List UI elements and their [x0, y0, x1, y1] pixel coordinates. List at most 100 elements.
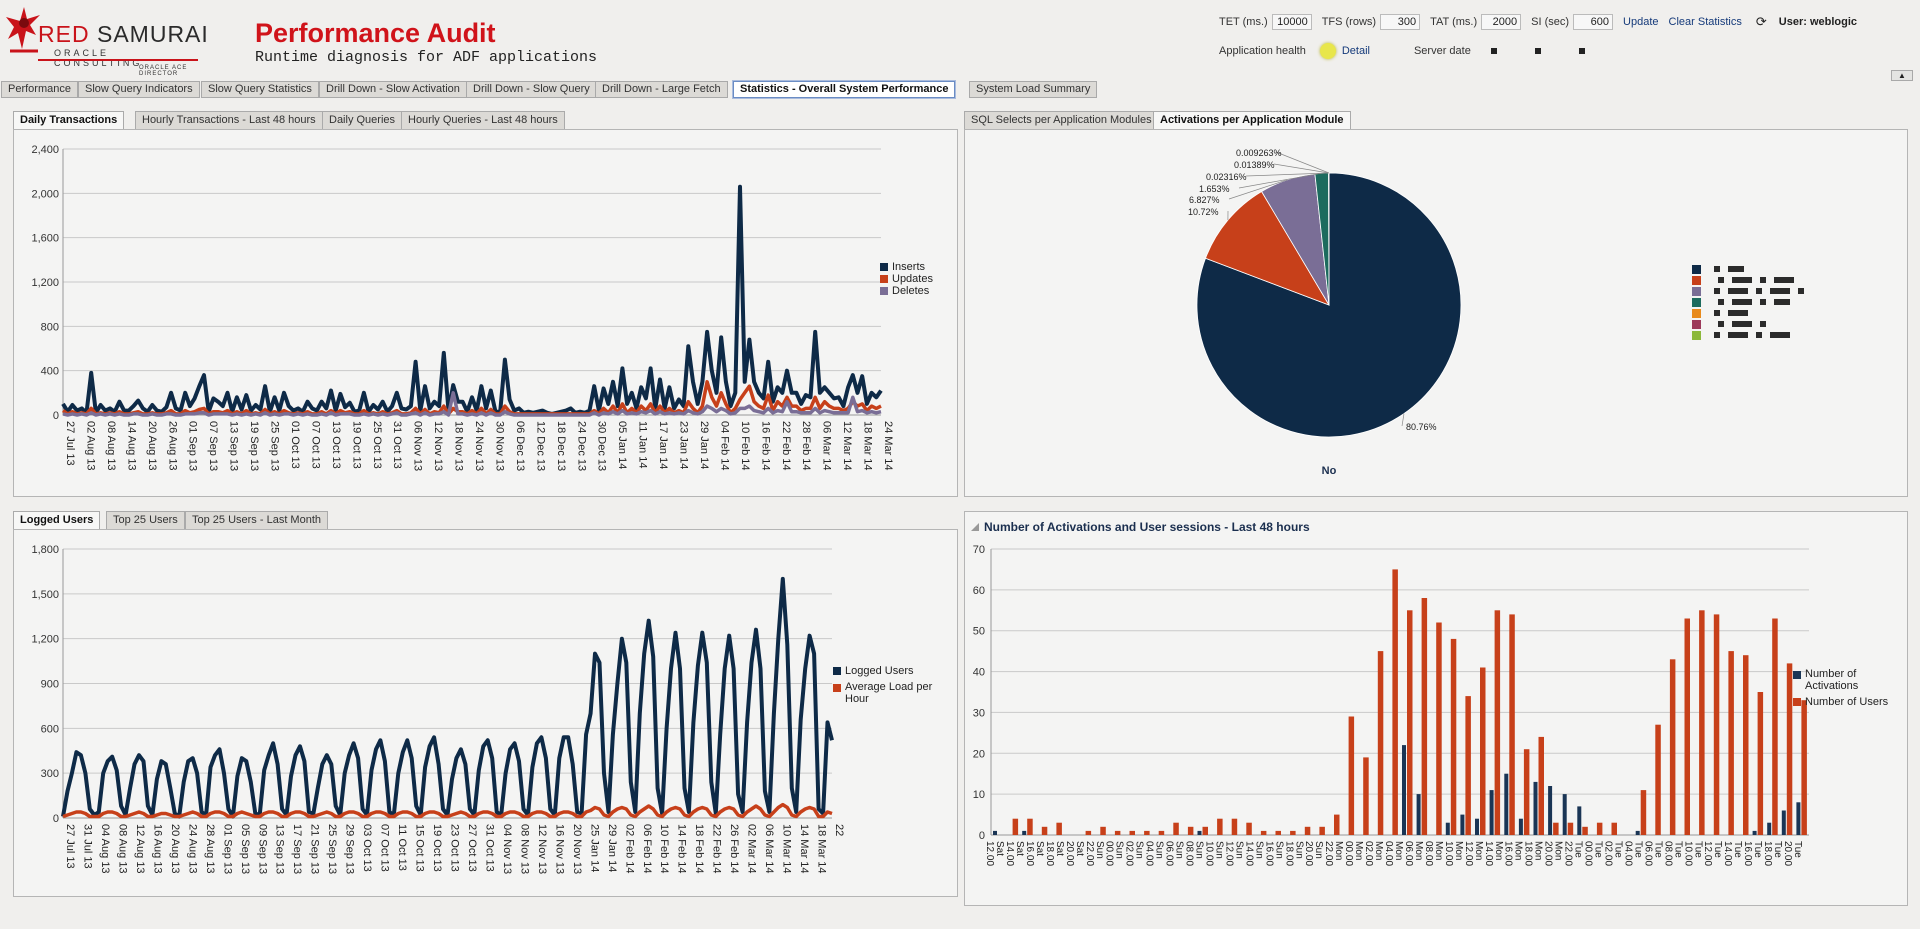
bar-activations	[1518, 818, 1523, 835]
bar-users	[1772, 618, 1778, 835]
detail-link[interactable]: Detail	[1341, 45, 1370, 57]
bar-activations	[1635, 830, 1640, 835]
pie-legend-text-redacted	[1756, 288, 1762, 294]
x-tick-label: 02.00	[1363, 841, 1374, 866]
pie-legend-text-redacted	[1714, 288, 1720, 294]
x-tick-label: 12 Aug 13	[134, 824, 146, 874]
bar-users	[1377, 651, 1384, 835]
tab-hourly-queries[interactable]: Hourly Queries - Last 48 hours	[401, 111, 565, 129]
bar-users	[1012, 818, 1019, 835]
x-tick-label: Sun	[1154, 841, 1165, 859]
pie-legend-swatch	[1692, 265, 1701, 274]
y-tick-label: 50	[973, 626, 985, 638]
x-tick-label: Mon	[1413, 841, 1424, 860]
x-tick-label: Sun	[1114, 841, 1125, 859]
tab-drill-down-large-fetch[interactable]: Drill Down - Large Fetch	[595, 81, 728, 98]
x-tick-label: 12.00	[1223, 841, 1234, 866]
bar-users	[1684, 618, 1690, 835]
x-tick-label: 02 Feb 14	[623, 824, 635, 874]
bar-users	[1655, 724, 1661, 835]
x-tick-label: 22 Feb 14	[780, 421, 792, 471]
collapse-header-button[interactable]: ▲	[1891, 70, 1913, 81]
x-tick-label: 14 Aug 13	[125, 421, 137, 471]
pie-legend-text-redacted	[1714, 310, 1720, 316]
tab-overall-system-performance[interactable]: Statistics - Overall System Performance	[731, 80, 957, 99]
tab-hourly-transactions[interactable]: Hourly Transactions - Last 48 hours	[135, 111, 323, 129]
x-tick-label: 20.00	[1064, 841, 1075, 866]
x-tick-label: 11 Jan 14	[637, 421, 649, 469]
y-tick-label: 300	[41, 768, 59, 780]
x-tick-label: Mon	[1333, 841, 1344, 860]
x-tick-label: 29 Jan 14	[606, 824, 618, 872]
update-link[interactable]: Update	[1623, 16, 1659, 28]
pie-legend-text-redacted	[1774, 277, 1790, 283]
x-tick-label: 20.00	[1782, 841, 1793, 866]
y-tick-label: 1,800	[31, 544, 59, 556]
x-tick-label: 12 Nov 13	[432, 421, 444, 471]
y-tick-label: 1,600	[31, 233, 59, 245]
x-tick-label: 19 Sep 13	[248, 421, 260, 471]
y-tick-label: 400	[41, 366, 59, 378]
server-date-label: Server date	[1413, 45, 1471, 57]
x-tick-label: 16 Nov 13	[553, 824, 565, 874]
x-tick-label: 14.00	[1722, 841, 1733, 866]
tab-activations-per-am[interactable]: Activations per Application Module	[1153, 111, 1351, 129]
bar-users	[1801, 700, 1807, 835]
tab-slow-query-statistics[interactable]: Slow Query Statistics	[201, 81, 319, 98]
tab-drill-down-slow-query[interactable]: Drill Down - Slow Query	[466, 81, 597, 98]
x-tick-label: 17 Jan 14	[657, 421, 669, 469]
bar-activations	[1022, 830, 1027, 835]
clear-statistics-link[interactable]: Clear Statistics	[1668, 16, 1742, 28]
tab-drill-down-slow-activation[interactable]: Drill Down - Slow Activation	[319, 81, 467, 98]
tfs-input[interactable]: 300	[1380, 14, 1421, 30]
legend-item-activations: Number of Activations	[1793, 668, 1903, 692]
pie-legend-text-redacted	[1742, 288, 1748, 294]
bar-activations	[1402, 745, 1406, 835]
tab-slow-query-indicators[interactable]: Slow Query Indicators	[78, 81, 200, 98]
bar-users	[1465, 696, 1471, 835]
refresh-icon[interactable]: ⟳	[1755, 14, 1767, 29]
x-tick-label: 31 Jul 13	[81, 824, 93, 869]
pie-legend-swatch	[1692, 320, 1701, 329]
pie-legend-swatch	[1692, 276, 1701, 285]
x-tick-label: 01 Oct 13	[289, 421, 301, 469]
x-tick-label: 04.00	[1622, 841, 1633, 866]
tab-daily-transactions[interactable]: Daily Transactions	[13, 111, 125, 129]
bar-users	[1246, 822, 1252, 835]
tet-input[interactable]: 10000	[1271, 14, 1312, 30]
collapse-triangle-icon[interactable]	[971, 523, 979, 531]
tab-top-25-users-last-month[interactable]: Top 25 Users - Last Month	[185, 511, 329, 529]
tab-performance[interactable]: Performance	[1, 81, 78, 98]
bar-users	[1173, 822, 1179, 835]
x-tick-label: Sun	[1134, 841, 1145, 859]
activations-sessions-panel: Number of Activations and User sessions …	[964, 511, 1908, 906]
x-tick-label: 18 Dec 13	[555, 421, 567, 471]
tab-top-25-users[interactable]: Top 25 Users	[106, 511, 185, 529]
x-tick-label: 31 Oct 13	[391, 421, 403, 469]
x-tick-label: Sun	[1094, 841, 1105, 859]
pie-legend-swatch	[1692, 331, 1701, 340]
tab-daily-queries[interactable]: Daily Queries	[322, 111, 403, 129]
x-tick-label: 23 Jan 14	[678, 421, 690, 469]
bar-users	[1187, 826, 1194, 835]
tat-input[interactable]: 2000	[1481, 14, 1522, 30]
pie-leader-line	[1228, 179, 1288, 200]
x-tick-label: 06.00	[1642, 841, 1653, 866]
y-tick-label: 0	[979, 830, 985, 842]
health-status-icon	[1319, 43, 1336, 59]
tab-logged-users[interactable]: Logged Users	[13, 511, 101, 529]
x-tick-label: Tue	[1632, 841, 1643, 858]
x-tick-label: 13 Sep 13	[228, 421, 240, 471]
si-input[interactable]: 600	[1573, 14, 1614, 30]
x-tick-label: 01 Sep 13	[221, 824, 233, 874]
tab-sql-selects-per-am[interactable]: SQL Selects per Application Modules	[964, 111, 1159, 129]
x-tick-label: 05 Sep 13	[239, 824, 251, 874]
x-tick-label: Sun	[1273, 841, 1284, 859]
tab-system-load-summary[interactable]: System Load Summary	[969, 81, 1098, 98]
server-date-value	[1490, 48, 1497, 54]
x-tick-label: Tue	[1752, 841, 1763, 858]
pie-legend-text-redacted	[1746, 299, 1752, 305]
pie-legend-text-redacted	[1732, 321, 1748, 327]
transactions-series-1	[61, 184, 883, 416]
